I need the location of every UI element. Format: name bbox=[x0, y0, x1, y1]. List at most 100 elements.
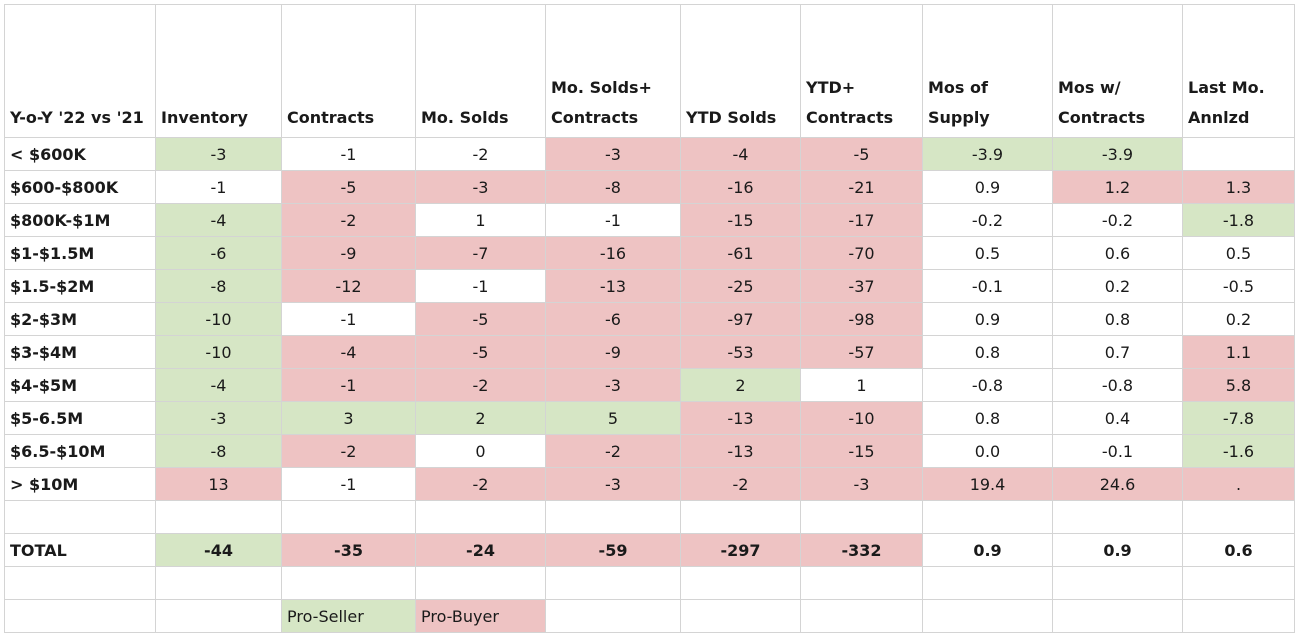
row-label[interactable]: $1-$1.5M bbox=[4, 236, 156, 270]
data-cell[interactable]: 0.9 bbox=[922, 170, 1053, 204]
column-header[interactable]: Y-o-Y '22 vs '21 bbox=[4, 4, 156, 138]
data-cell[interactable]: -1 bbox=[281, 368, 416, 402]
data-cell[interactable]: -2 bbox=[680, 467, 801, 501]
data-cell[interactable]: 3 bbox=[281, 401, 416, 435]
data-cell[interactable]: -53 bbox=[680, 335, 801, 369]
data-cell[interactable]: 1.1 bbox=[1182, 335, 1295, 369]
data-cell[interactable]: -37 bbox=[800, 269, 923, 303]
data-cell[interactable]: -13 bbox=[545, 269, 681, 303]
data-cell[interactable]: 0.5 bbox=[922, 236, 1053, 270]
column-header[interactable]: YTD+ Contracts bbox=[800, 4, 923, 138]
empty-cell[interactable] bbox=[155, 500, 282, 534]
data-cell[interactable]: 0.7 bbox=[1052, 335, 1183, 369]
row-label[interactable]: > $10M bbox=[4, 467, 156, 501]
data-cell[interactable]: -2 bbox=[415, 368, 546, 402]
empty-cell[interactable] bbox=[155, 566, 282, 600]
data-cell[interactable]: -6 bbox=[155, 236, 282, 270]
data-cell[interactable]: 0.4 bbox=[1052, 401, 1183, 435]
data-cell[interactable]: 0.8 bbox=[922, 335, 1053, 369]
data-cell[interactable]: -3 bbox=[415, 170, 546, 204]
empty-cell[interactable] bbox=[800, 599, 923, 633]
data-cell[interactable]: -9 bbox=[545, 335, 681, 369]
data-cell[interactable]: -98 bbox=[800, 302, 923, 336]
empty-cell[interactable] bbox=[415, 566, 546, 600]
data-cell[interactable]: -4 bbox=[155, 368, 282, 402]
data-cell[interactable]: . bbox=[1182, 467, 1295, 501]
data-cell[interactable]: -97 bbox=[680, 302, 801, 336]
data-cell[interactable]: -16 bbox=[680, 170, 801, 204]
empty-cell[interactable] bbox=[545, 599, 681, 633]
data-cell[interactable]: -5 bbox=[415, 302, 546, 336]
data-cell[interactable]: -0.2 bbox=[1052, 203, 1183, 237]
data-cell[interactable]: 5.8 bbox=[1182, 368, 1295, 402]
empty-cell[interactable] bbox=[1182, 599, 1295, 633]
data-cell[interactable]: 24.6 bbox=[1052, 467, 1183, 501]
empty-cell[interactable] bbox=[1052, 500, 1183, 534]
data-cell[interactable]: -5 bbox=[281, 170, 416, 204]
data-cell[interactable] bbox=[1182, 137, 1295, 171]
data-cell[interactable]: -3 bbox=[155, 137, 282, 171]
data-cell[interactable]: 1.3 bbox=[1182, 170, 1295, 204]
empty-cell[interactable] bbox=[415, 500, 546, 534]
data-cell[interactable]: -8 bbox=[155, 269, 282, 303]
data-cell[interactable]: -1 bbox=[415, 269, 546, 303]
data-cell[interactable]: 2 bbox=[680, 368, 801, 402]
data-cell[interactable]: 0.8 bbox=[922, 401, 1053, 435]
data-cell[interactable]: -3 bbox=[800, 467, 923, 501]
empty-cell[interactable] bbox=[1182, 566, 1295, 600]
data-cell[interactable]: -5 bbox=[800, 137, 923, 171]
data-cell[interactable]: -57 bbox=[800, 335, 923, 369]
data-cell[interactable]: 13 bbox=[155, 467, 282, 501]
data-cell[interactable]: -4 bbox=[155, 203, 282, 237]
data-cell[interactable]: 1.2 bbox=[1052, 170, 1183, 204]
data-cell[interactable]: -1.8 bbox=[1182, 203, 1295, 237]
legend-pro-seller[interactable]: Pro-Seller bbox=[281, 599, 416, 633]
empty-cell[interactable] bbox=[800, 566, 923, 600]
data-cell[interactable]: -12 bbox=[281, 269, 416, 303]
row-label[interactable]: < $600K bbox=[4, 137, 156, 171]
data-cell[interactable]: -2 bbox=[281, 434, 416, 468]
empty-cell[interactable] bbox=[922, 566, 1053, 600]
row-label[interactable]: $2-$3M bbox=[4, 302, 156, 336]
column-header[interactable]: Mo. Solds bbox=[415, 4, 546, 138]
data-cell[interactable]: -0.2 bbox=[922, 203, 1053, 237]
column-header[interactable]: Mos w/ Contracts bbox=[1052, 4, 1183, 138]
data-cell[interactable]: -25 bbox=[680, 269, 801, 303]
empty-cell[interactable] bbox=[545, 500, 681, 534]
data-cell[interactable]: 19.4 bbox=[922, 467, 1053, 501]
data-cell[interactable]: 5 bbox=[545, 401, 681, 435]
column-header[interactable]: Mo. Solds+ Contracts bbox=[545, 4, 681, 138]
row-label[interactable]: $800K-$1M bbox=[4, 203, 156, 237]
data-cell[interactable]: -0.5 bbox=[1182, 269, 1295, 303]
data-cell[interactable]: -10 bbox=[800, 401, 923, 435]
data-cell[interactable]: -5 bbox=[415, 335, 546, 369]
total-cell[interactable]: -24 bbox=[415, 533, 546, 567]
row-label[interactable]: $1.5-$2M bbox=[4, 269, 156, 303]
data-cell[interactable]: 0.8 bbox=[1052, 302, 1183, 336]
data-cell[interactable]: -2 bbox=[545, 434, 681, 468]
data-cell[interactable]: 0.5 bbox=[1182, 236, 1295, 270]
empty-cell[interactable] bbox=[4, 566, 156, 600]
empty-cell[interactable] bbox=[680, 566, 801, 600]
total-cell[interactable]: -59 bbox=[545, 533, 681, 567]
data-cell[interactable]: -3 bbox=[545, 467, 681, 501]
total-cell[interactable]: 0.9 bbox=[922, 533, 1053, 567]
data-cell[interactable]: -16 bbox=[545, 236, 681, 270]
data-cell[interactable]: -3.9 bbox=[1052, 137, 1183, 171]
column-header[interactable]: Inventory bbox=[155, 4, 282, 138]
empty-cell[interactable] bbox=[800, 500, 923, 534]
data-cell[interactable]: -2 bbox=[415, 137, 546, 171]
data-cell[interactable]: -3.9 bbox=[922, 137, 1053, 171]
data-cell[interactable]: -4 bbox=[281, 335, 416, 369]
row-label[interactable]: $6.5-$10M bbox=[4, 434, 156, 468]
empty-cell[interactable] bbox=[1052, 566, 1183, 600]
row-label[interactable]: $600-$800K bbox=[4, 170, 156, 204]
data-cell[interactable]: -2 bbox=[281, 203, 416, 237]
data-cell[interactable]: -61 bbox=[680, 236, 801, 270]
data-cell[interactable]: -1 bbox=[281, 467, 416, 501]
data-cell[interactable]: 0.6 bbox=[1052, 236, 1183, 270]
data-cell[interactable]: -1.6 bbox=[1182, 434, 1295, 468]
data-cell[interactable]: 2 bbox=[415, 401, 546, 435]
data-cell[interactable]: 0.9 bbox=[922, 302, 1053, 336]
data-cell[interactable]: -4 bbox=[680, 137, 801, 171]
